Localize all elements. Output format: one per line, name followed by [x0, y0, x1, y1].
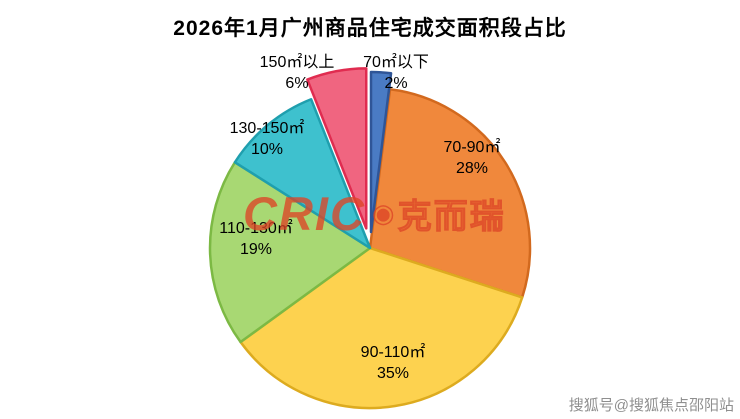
slice-label-130-150: 130-150㎡ 10% — [229, 120, 305, 158]
slice-label-110-130: 110-130㎡ 19% — [219, 220, 293, 258]
slice-label-70-90: 70-90㎡ 28% — [443, 139, 501, 177]
pie-slice-130-150㎡ — [233, 97, 372, 250]
slice-label-150-plus: 150㎡以上 6% — [259, 54, 335, 92]
slice-label-under-70: 70㎡以下 2% — [363, 54, 429, 92]
chart-title: 2026年1月广州商品住宅成交面积段占比 — [173, 17, 567, 40]
pie-slice-70㎡以下 — [369, 70, 393, 234]
sohu-credit-watermark: 搜狐号@搜狐焦点邵阳站 — [568, 397, 734, 414]
pie-slice-110-130㎡ — [208, 161, 372, 344]
pie-slice-90-110㎡ — [239, 246, 524, 410]
slice-label-90-110: 90-110㎡ 35% — [360, 344, 426, 382]
pie-slice-70-90㎡ — [368, 88, 532, 299]
pie-slice-150㎡以上 — [306, 67, 368, 230]
